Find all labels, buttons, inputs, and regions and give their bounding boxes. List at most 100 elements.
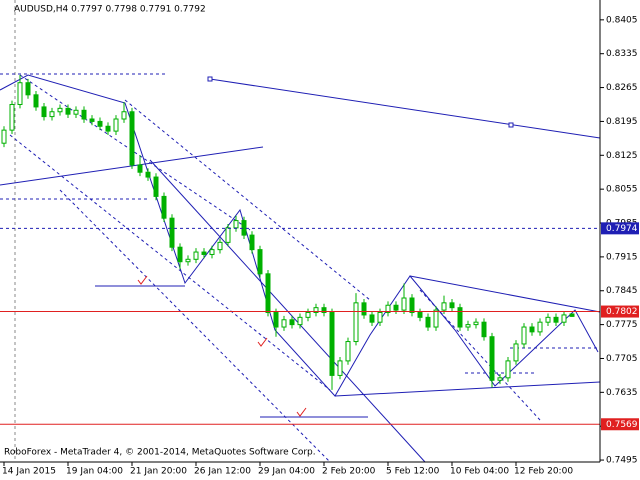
candle-body [265,273,271,314]
candle-body [521,326,527,345]
candle-body [249,234,255,251]
candle-body [393,304,399,311]
candle-body [193,251,199,260]
trend-line [334,381,601,397]
y-tick-label: 0.7845 [606,286,638,296]
candle-body [97,120,103,127]
candle-body [385,304,391,314]
price-label-bg [601,305,639,318]
trend-line [409,275,601,313]
x-tick-label: 5 Feb 12:00 [386,467,440,477]
candle-body [561,314,567,323]
channel-line [19,74,251,231]
candle-body [169,217,175,248]
candle-body [233,220,239,229]
price-label-bg [601,418,639,431]
candle-body [257,249,263,275]
candle-body [401,297,407,311]
annotations [0,0,601,463]
y-tick-label: 0.8055 [606,185,638,195]
candle-body [449,302,455,309]
price-label: 0.7569 [606,420,638,430]
check-mark [257,337,268,347]
candle-body [481,321,487,338]
candle-body [529,326,535,333]
candle-body [537,321,543,333]
candle-body [473,321,479,326]
anchor [207,76,213,82]
candle-body [465,324,471,328]
x-tick-label: 26 Jan 12:00 [194,467,251,477]
candle-body [121,111,127,120]
x-tick-label: 14 Jan 2015 [2,467,56,477]
candle-body [433,309,439,328]
candle-body [89,118,95,122]
candle-body [25,82,31,96]
candle-body [353,302,359,343]
price-label-bg [601,222,639,235]
candle-body [153,176,159,197]
candle-body [313,307,319,314]
candle-body [41,106,47,118]
candle-body [185,258,191,263]
candle-body [497,377,503,381]
x-tick-label: 21 Jan 20:00 [130,467,187,477]
y-tick-label: 0.7915 [606,252,638,262]
candle-body [137,164,143,173]
y-tick-label: 0.8335 [606,49,638,59]
candle-body [329,312,335,376]
candle-body [281,319,287,328]
candle-body [73,109,79,115]
candle-body [113,118,119,132]
x-tick-label: 29 Jan 04:00 [258,467,315,477]
channel-line [9,134,331,391]
candle-body [297,316,303,326]
candle-body [17,82,23,105]
candle-body [377,312,383,323]
candle-body [217,241,223,251]
candle-body [81,109,87,120]
footer: RoboForex - MetaTrader 4, © 2001-2014, M… [4,448,316,458]
candle-body [177,246,183,263]
check-mark [296,407,307,417]
price-axis: 0.8405 0.8335 0.8265 0.8195 0.8125 0.8055 0.79… [2,15,639,477]
candle-body [65,107,71,115]
channel-line [124,99,371,301]
candle-body [361,302,367,316]
candle-body [457,307,463,328]
anchor [508,122,514,128]
candle-body [417,312,423,318]
candle-body [321,307,327,314]
candle-body [513,343,519,362]
candle-body [273,312,279,328]
x-tick-label: 12 Feb 20:00 [514,467,573,477]
candle-body [505,360,511,379]
x-tick-label: 10 Feb 04:00 [450,467,509,477]
candle-body [9,103,15,131]
y-tick-label: 0.8125 [606,151,638,161]
y-tick-label: 0.8405 [606,15,638,25]
y-tick-label: 0.8195 [606,117,638,127]
y-tick-label: 0.8265 [606,83,638,93]
candle-body [129,111,135,166]
candle-body [33,94,39,108]
price-label: 0.7802 [606,307,638,317]
candle-body [305,312,311,318]
candle-body [201,251,207,255]
y-tick-label: 0.7495 [606,456,638,466]
candles [0,74,600,425]
candle-body [545,316,551,323]
candle-body [369,314,375,323]
x-tick-label: 19 Jan 04:00 [66,467,123,477]
candle-body [409,297,415,314]
price-label: 0.7974 [606,224,638,234]
y-tick-label: 0.7775 [606,320,638,330]
candle-body [105,125,111,132]
candle-body [57,107,63,113]
candle-body [49,111,55,118]
candle-body [553,316,559,323]
x-tick-label: 2 Feb 20:00 [322,467,376,477]
chart-title: AUDUSD,H4 0.7797 0.7798 0.7791 0.7792 [14,5,206,15]
